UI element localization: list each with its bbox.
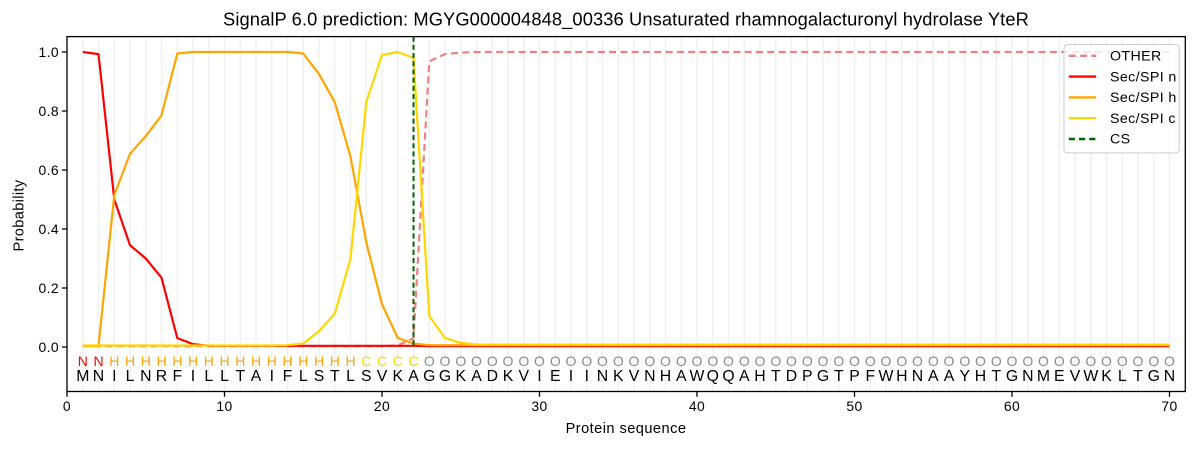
svg-text:50: 50: [846, 398, 862, 414]
svg-text:0.8: 0.8: [38, 103, 59, 119]
svg-text:Sec/SPI c: Sec/SPI c: [1110, 111, 1176, 127]
svg-text:10: 10: [216, 398, 232, 414]
svg-text:20: 20: [374, 398, 390, 414]
svg-text:60: 60: [1004, 398, 1020, 414]
svg-text:OTHER: OTHER: [1110, 49, 1162, 65]
svg-text:Protein sequence: Protein sequence: [566, 421, 687, 437]
svg-text:0.6: 0.6: [38, 162, 59, 178]
svg-text:1.0: 1.0: [38, 44, 59, 60]
svg-text:Probability: Probability: [12, 179, 28, 251]
svg-text:SignalP 6.0 prediction: MGYG00: SignalP 6.0 prediction: MGYG000004848_00…: [223, 9, 1029, 31]
svg-text:Sec/SPI n: Sec/SPI n: [1110, 69, 1177, 85]
svg-text:30: 30: [531, 398, 547, 414]
svg-text:40: 40: [689, 398, 705, 414]
svg-text:0.2: 0.2: [38, 280, 59, 296]
svg-text:CS: CS: [1110, 132, 1131, 148]
svg-text:Sec/SPI h: Sec/SPI h: [1110, 90, 1177, 106]
svg-text:0: 0: [63, 398, 71, 414]
svg-text:0.4: 0.4: [38, 221, 59, 237]
svg-text:0.0: 0.0: [38, 339, 59, 355]
svg-text:70: 70: [1161, 398, 1177, 414]
